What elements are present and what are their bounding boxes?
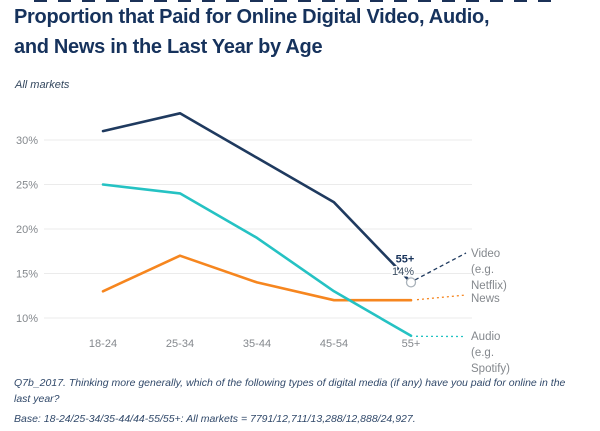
annotation-category-label: 55+	[396, 253, 415, 265]
endpoint-marker	[405, 277, 417, 288]
annotation-value-label: 14%	[392, 266, 414, 278]
page-title-line-2: and News in the Last Year by Age	[14, 36, 323, 58]
legend-label-audio: Audio (e.g. Spotify)	[471, 331, 510, 375]
x-axis-tick-label: 45-54	[320, 338, 348, 350]
legend-label-news: News	[471, 293, 500, 305]
series-line-video	[101, 112, 413, 284]
series-line-audio	[101, 183, 413, 338]
page-title: Proportion that Paid for Online Digital …	[14, 2, 490, 62]
legend-leader-line-video	[414, 252, 467, 281]
x-axis-tick-label: 18-24	[89, 338, 117, 350]
x-axis-tick-label: 35-44	[243, 338, 271, 350]
footnote-question: Q7b_2017. Thinking more generally, which…	[14, 377, 566, 405]
x-axis-tick-label: 55+	[402, 338, 421, 350]
page-title-line-1: Proportion that Paid for Online Digital …	[14, 6, 490, 28]
series-line-news	[101, 254, 413, 302]
y-axis-tick-label: 30%	[16, 135, 38, 147]
y-axis-tick-label: 20%	[16, 224, 38, 236]
y-axis-tick-label: 10%	[16, 313, 38, 325]
chart-subtitle: All markets	[15, 79, 70, 91]
y-axis-tick-label: 15%	[16, 268, 38, 280]
footnote-base: Base: 18-24/25-34/35-44/44-55/55+: All m…	[14, 413, 416, 425]
legend-leader-line-news	[416, 294, 467, 301]
x-axis-tick-label: 25-34	[166, 338, 194, 350]
legend-label-video: Video (e.g. Netflix)	[471, 248, 507, 292]
y-axis-tick-label: 25%	[16, 179, 38, 191]
cropped-text-artifact	[34, 0, 558, 2]
